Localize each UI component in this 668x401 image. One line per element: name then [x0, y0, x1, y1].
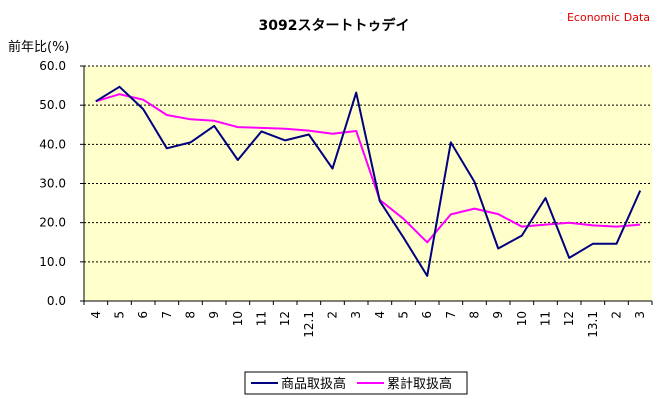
x-tick-label-14: 6 [420, 311, 434, 319]
series-line-0 [95, 85, 642, 277]
legend-label-1: 累計取扱高 [387, 376, 452, 392]
series-line-1 [95, 93, 641, 244]
y-tick-label-2: 20.0 [39, 216, 66, 230]
x-tick-label-12: 4 [373, 311, 387, 319]
x-tick-label-13: 5 [397, 311, 411, 319]
x-tick-label-16: 8 [468, 311, 482, 319]
series-lines [95, 85, 642, 277]
x-tick-label-23: 3 [633, 311, 647, 319]
x-tick-label-10: 2 [326, 311, 340, 319]
x-tick-label-11: 3 [349, 311, 363, 319]
legend: 商品取扱高 累計取扱高 [244, 371, 468, 395]
y-tick-label-5: 50.0 [39, 98, 66, 112]
x-tick-label-8: 12 [278, 311, 292, 326]
source-label: Economic Data [567, 11, 650, 24]
x-tick-label-4: 8 [184, 311, 198, 319]
x-tick-label-2: 6 [136, 311, 150, 319]
x-tick-label-19: 11 [539, 311, 553, 326]
y-tick-labels: 0.0 10.0 20.0 30.0 40.0 50.0 60.0 [39, 59, 84, 308]
x-tick-label-1: 5 [113, 311, 127, 319]
y-tick-label-3: 30.0 [39, 177, 66, 191]
x-tick-label-15: 7 [444, 311, 458, 319]
x-tick-label-9: 12.1 [302, 311, 316, 338]
x-tick-label-22: 2 [610, 311, 624, 319]
x-tick-labels: 4 5 6 7 8 9 10 11 12 12.1 2 3 4 5 6 7 8 9 10 11 12 13.1 2 3 [83, 301, 653, 338]
x-tick-label-20: 12 [562, 311, 576, 326]
y-tick-label-6: 60.0 [39, 59, 66, 73]
x-tick-label-17: 9 [491, 311, 505, 319]
x-tick-label-7: 11 [255, 311, 269, 326]
x-tick-label-21: 13.1 [586, 311, 600, 338]
legend-box [244, 371, 468, 395]
chart-title: 3092スタートトゥデイ [259, 17, 410, 34]
x-tick-label-0: 4 [89, 311, 103, 319]
x-tick-label-6: 10 [231, 311, 245, 326]
legend-label-0: 商品取扱高 [281, 376, 346, 392]
x-tick-label-18: 10 [515, 311, 529, 326]
y-tick-label-4: 40.0 [39, 137, 66, 151]
y-tick-label-1: 10.0 [39, 255, 66, 269]
x-tick-label-5: 9 [207, 311, 221, 319]
y-axis-label: 前年比(%) [8, 39, 70, 55]
x-tick-label-3: 7 [160, 311, 174, 319]
y-tick-label-0: 0.0 [47, 294, 66, 308]
